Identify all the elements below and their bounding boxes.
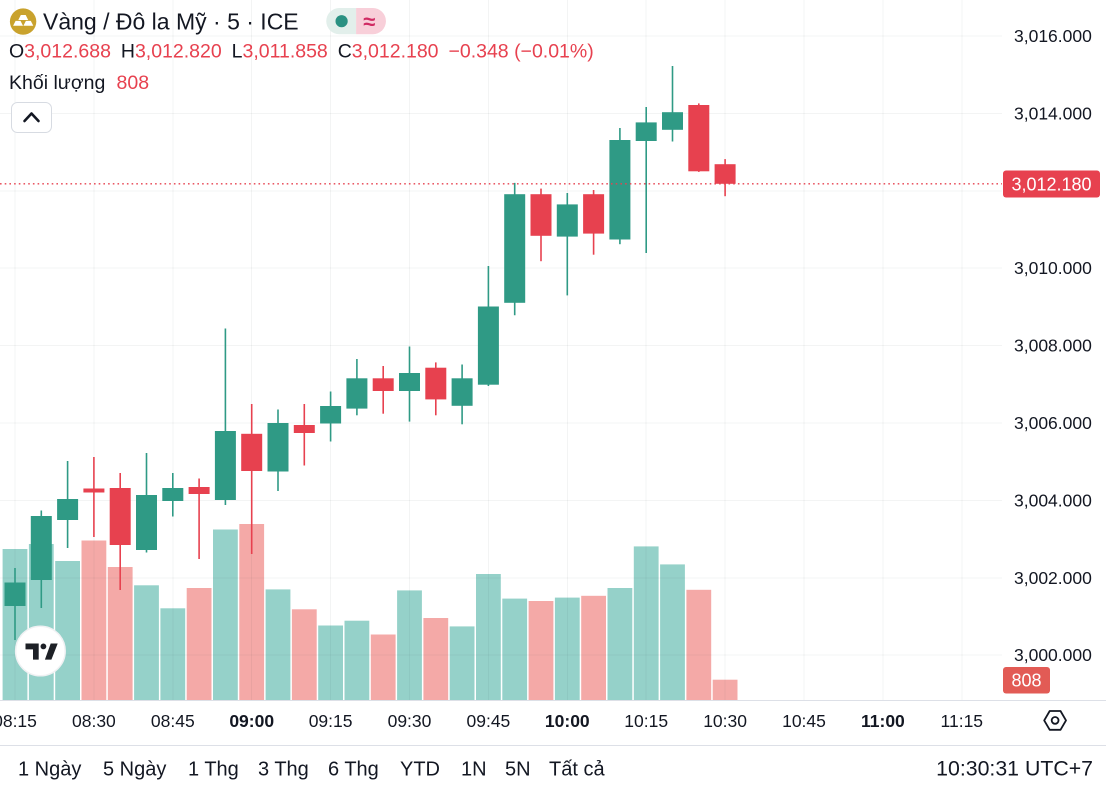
- svg-text:3,012.180: 3,012.180: [1011, 175, 1091, 195]
- svg-text:10:15: 10:15: [624, 711, 668, 731]
- svg-text:808: 808: [117, 72, 150, 94]
- svg-text:O3,012.688 H3,012.820 L3,011.8: O3,012.688 H3,012.820 L3,011.858 C3,012.…: [9, 40, 594, 62]
- svg-text:1N: 1N: [461, 759, 487, 781]
- svg-text:10:45: 10:45: [782, 711, 826, 731]
- svg-text:08:15: 08:15: [0, 711, 37, 731]
- svg-text:6 Thg: 6 Thg: [328, 759, 379, 781]
- svg-text:10:30:31 UTC+7: 10:30:31 UTC+7: [936, 757, 1093, 781]
- svg-text:08:45: 08:45: [151, 711, 195, 731]
- svg-text:10:30: 10:30: [703, 711, 747, 731]
- svg-text:≈: ≈: [363, 9, 375, 34]
- svg-text:3,008.000: 3,008.000: [1014, 336, 1092, 356]
- svg-text:09:45: 09:45: [467, 711, 511, 731]
- svg-text:3,014.000: 3,014.000: [1014, 103, 1092, 123]
- svg-text:08:30: 08:30: [72, 711, 116, 731]
- svg-text:09:15: 09:15: [309, 711, 353, 731]
- svg-text:3,016.000: 3,016.000: [1014, 26, 1092, 46]
- svg-text:3,000.000: 3,000.000: [1014, 645, 1092, 665]
- svg-text:5N: 5N: [505, 759, 531, 781]
- svg-text:3,002.000: 3,002.000: [1014, 568, 1092, 588]
- svg-text:5 Ngày: 5 Ngày: [103, 759, 166, 781]
- svg-text:808: 808: [1011, 671, 1041, 691]
- svg-text:Vàng / Đô la Mỹ · 5 · ICE: Vàng / Đô la Mỹ · 5 · ICE: [43, 9, 299, 35]
- svg-text:3 Thg: 3 Thg: [258, 759, 309, 781]
- svg-text:09:30: 09:30: [388, 711, 432, 731]
- svg-text:Khối lượng: Khối lượng: [9, 72, 105, 94]
- svg-text:1 Thg: 1 Thg: [188, 759, 239, 781]
- svg-text:09:00: 09:00: [229, 711, 274, 731]
- svg-text:3,004.000: 3,004.000: [1014, 490, 1092, 510]
- svg-text:1 Ngày: 1 Ngày: [18, 759, 81, 781]
- svg-text:11:15: 11:15: [941, 711, 984, 731]
- svg-text:YTD: YTD: [400, 759, 440, 781]
- svg-text:3,006.000: 3,006.000: [1014, 413, 1092, 433]
- svg-text:11:00: 11:00: [861, 711, 905, 731]
- svg-text:3,010.000: 3,010.000: [1014, 258, 1092, 278]
- svg-text:10:00: 10:00: [545, 711, 590, 731]
- svg-text:Tất cả: Tất cả: [549, 759, 605, 781]
